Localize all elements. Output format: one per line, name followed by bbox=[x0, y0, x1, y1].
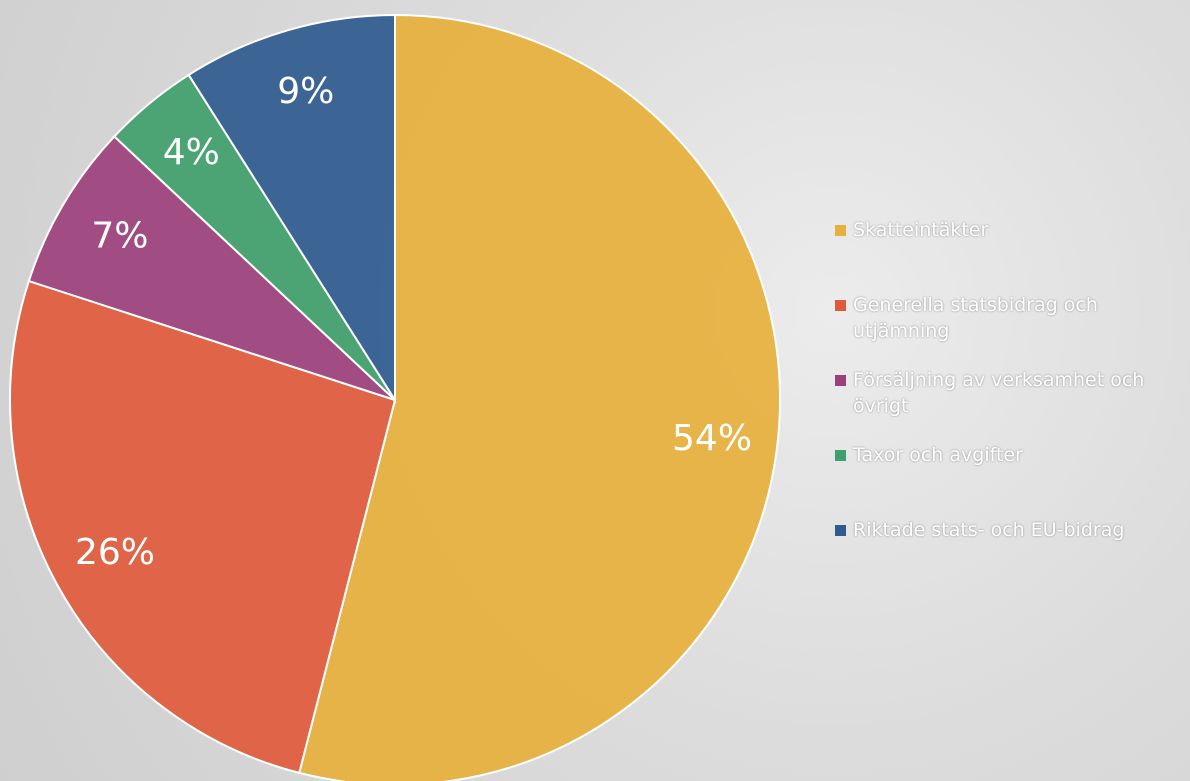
legend-swatch bbox=[835, 375, 846, 386]
legend-swatch bbox=[835, 450, 846, 461]
legend-item: Generella statsbidrag och utjämning bbox=[835, 292, 1185, 344]
legend-swatch bbox=[835, 525, 846, 536]
legend-item: Riktade stats- och EU-bidrag bbox=[835, 517, 1185, 543]
data-label: 9% bbox=[277, 71, 334, 112]
legend-label: Riktade stats- och EU-bidrag bbox=[853, 519, 1125, 541]
legend-label: Försäljning av verksamhet och övrigt bbox=[853, 369, 1145, 417]
data-label: 54% bbox=[672, 418, 752, 459]
data-label: 7% bbox=[91, 215, 148, 256]
data-label: 4% bbox=[163, 132, 220, 173]
legend-label: Taxor och avgifter bbox=[853, 444, 1023, 466]
legend-item: Taxor och avgifter bbox=[835, 442, 1185, 468]
data-label: 26% bbox=[75, 532, 155, 573]
pie-slice bbox=[27, 135, 396, 401]
legend-item: Försäljning av verksamhet och övrigt bbox=[835, 367, 1185, 419]
pie-slice bbox=[298, 13, 781, 781]
pie-slice bbox=[9, 279, 397, 775]
legend-label: Skatteintäkter bbox=[853, 219, 989, 241]
pie-slice bbox=[187, 13, 396, 404]
legend-swatch bbox=[835, 225, 846, 236]
legend-swatch bbox=[835, 300, 846, 311]
legend-item: Skatteintäkter bbox=[835, 217, 1185, 243]
legend-label: Generella statsbidrag och utjämning bbox=[853, 294, 1098, 342]
